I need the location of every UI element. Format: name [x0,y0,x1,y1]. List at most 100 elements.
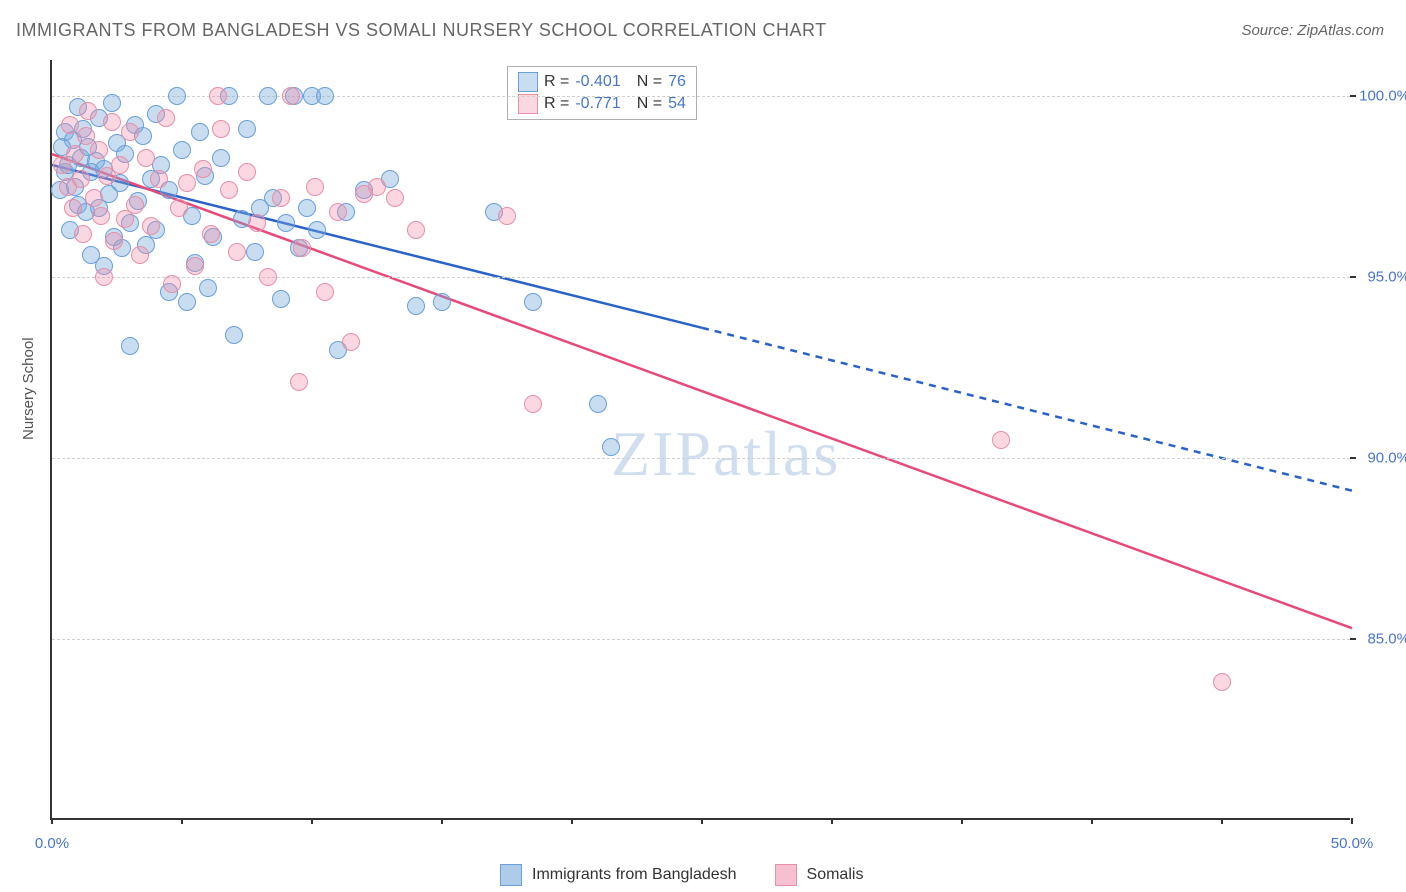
data-point [173,141,191,159]
data-point [111,156,129,174]
y-tick-label: 100.0% [1359,88,1406,105]
data-point [308,221,326,239]
data-point [238,120,256,138]
data-point [298,199,316,217]
data-point [85,189,103,207]
data-point [121,337,139,355]
data-point [137,149,155,167]
x-tick-mark [1351,818,1353,824]
stat-n-value: 54 [668,95,686,113]
x-tick-mark [701,818,703,824]
gridline-h [52,639,1350,640]
y-tick-mark [1350,638,1356,640]
x-tick-label: 0.0% [35,835,69,852]
source-label: Source: ZipAtlas.com [1241,22,1384,39]
data-point [524,293,542,311]
data-point [103,113,121,131]
x-tick-mark [181,818,183,824]
data-point [386,189,404,207]
data-point [66,145,84,163]
data-point [64,199,82,217]
data-point [142,217,160,235]
data-point [209,87,227,105]
stat-r-label: R = [544,95,569,113]
data-point [92,207,110,225]
data-point [407,221,425,239]
chart-title: IMMIGRANTS FROM BANGLADESH VS SOMALI NUR… [16,20,827,41]
stat-n-value: 76 [668,73,686,91]
data-point [191,123,209,141]
data-point [259,87,277,105]
legend-label: Somalis [807,866,864,884]
data-point [342,333,360,351]
data-point [74,225,92,243]
gridline-h [52,96,1350,97]
y-axis-label: Nursery School [20,337,37,440]
data-point [238,163,256,181]
x-tick-mark [311,818,313,824]
x-tick-mark [441,818,443,824]
data-point [259,268,277,286]
data-point [316,87,334,105]
data-point [282,87,300,105]
data-point [1213,673,1231,691]
data-point [202,225,220,243]
legend-swatch [518,72,538,92]
data-point [248,214,266,232]
plot-area: ZIPatlas R =-0.401N =76R =-0.771N =54 85… [50,60,1350,820]
x-tick-mark [1221,818,1223,824]
data-point [90,141,108,159]
data-point [186,257,204,275]
data-point [105,232,123,250]
y-tick-mark [1350,95,1356,97]
stat-n-label: N = [637,73,662,91]
data-point [433,293,451,311]
data-point [602,438,620,456]
data-point [293,239,311,257]
stat-r-label: R = [544,73,569,91]
x-tick-label: 50.0% [1331,835,1374,852]
x-tick-mark [51,818,53,824]
data-point [61,116,79,134]
data-point [126,196,144,214]
data-point [178,293,196,311]
data-point [121,123,139,141]
data-point [524,395,542,413]
data-point [329,203,347,221]
data-point [157,109,175,127]
data-point [79,102,97,120]
x-tick-mark [831,818,833,824]
x-tick-mark [1091,818,1093,824]
stat-legend-box: R =-0.401N =76R =-0.771N =54 [507,66,697,120]
data-point [407,297,425,315]
data-point [77,127,95,145]
stat-r-value: -0.771 [575,95,620,113]
data-point [212,120,230,138]
data-point [589,395,607,413]
data-point [277,214,295,232]
bottom-legend: Immigrants from Bangladesh Somalis [500,864,891,886]
data-point [316,283,334,301]
data-point [368,178,386,196]
data-point [199,279,217,297]
legend-label: Immigrants from Bangladesh [532,866,737,884]
y-tick-label: 85.0% [1367,631,1406,648]
data-point [225,326,243,344]
y-tick-mark [1350,457,1356,459]
data-point [103,94,121,112]
data-point [168,87,186,105]
y-tick-label: 95.0% [1367,269,1406,286]
data-point [228,243,246,261]
data-point [246,243,264,261]
gridline-h [52,458,1350,459]
data-point [72,170,90,188]
data-point [150,170,168,188]
legend-swatch [775,864,797,886]
data-point [131,246,149,264]
legend-swatch [500,864,522,886]
data-point [212,149,230,167]
trend-line-dashed [702,328,1352,491]
data-point [178,174,196,192]
x-tick-mark [961,818,963,824]
data-point [163,275,181,293]
